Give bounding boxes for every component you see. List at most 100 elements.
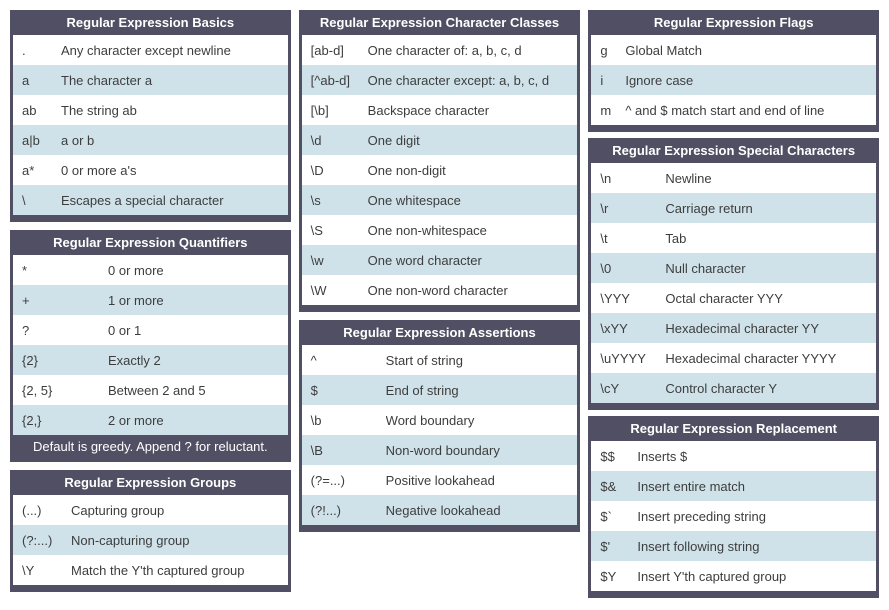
row-key: i <box>600 72 604 88</box>
row-key: \ <box>22 192 26 208</box>
row-desc: Control character Y <box>665 380 778 396</box>
row-key: \W <box>310 282 327 298</box>
row-key: [\b] <box>310 102 329 118</box>
character-classes-table: Regular Expression Character Classes [ab… <box>298 10 581 312</box>
row-desc: Null character <box>665 260 746 276</box>
row-key: g <box>600 42 608 58</box>
table-row: \w One word character <box>301 245 578 275</box>
groups-rows: (...) Capturing group (?:...) Non-captur… <box>13 495 288 585</box>
row-desc: Ignore case <box>625 72 694 88</box>
quantifiers-table: Regular Expression Quantifiers * 0 or mo… <box>10 230 291 462</box>
flags-table: Regular Expression Flags g Global Match … <box>588 10 879 132</box>
row-key: $& <box>600 478 617 494</box>
special-characters-table: Regular Expression Special Characters \n… <box>588 138 879 410</box>
row-key: (?!...) <box>310 502 342 518</box>
table-title: Regular Expression Character Classes <box>319 15 560 30</box>
table-row: . Any character except newline <box>13 35 288 65</box>
table-row: (?!...) Negative lookahead <box>301 495 578 525</box>
row-desc: One non-word character <box>367 282 508 298</box>
row-key: $$ <box>600 448 615 464</box>
table-row: \d One digit <box>301 125 578 155</box>
row-key: $ <box>310 382 318 398</box>
row-key: \xYY <box>600 320 628 336</box>
row-key: . <box>22 42 26 58</box>
row-key: \uYYYY <box>600 350 646 366</box>
row-key: {2, 5} <box>22 382 53 398</box>
row-desc: Inserts $ <box>637 448 688 464</box>
row-key: (...) <box>22 502 42 518</box>
table-row: + 1 or more <box>13 285 288 315</box>
row-desc: One non-digit <box>367 162 446 178</box>
table-row: {2} Exactly 2 <box>13 345 288 375</box>
table-row: \ Escapes a special character <box>13 185 288 215</box>
row-key: \B <box>310 442 323 458</box>
table-row: ab The string ab <box>13 95 288 125</box>
row-desc: The string ab <box>61 102 137 118</box>
row-key: a|b <box>22 132 40 148</box>
row-key: \t <box>600 230 608 246</box>
table-row: * 0 or more <box>13 255 288 285</box>
row-key: $' <box>600 538 611 554</box>
column-left: Regular Expression Basics . Any characte… <box>10 10 291 598</box>
row-key: \d <box>310 132 322 148</box>
row-desc: The character a <box>61 72 153 88</box>
table-row: \0 Null character <box>591 253 876 283</box>
table-row: g Global Match <box>591 35 876 65</box>
row-key: \b <box>310 412 322 428</box>
basics-rows: . Any character except newline a The cha… <box>13 35 288 215</box>
row-key: \S <box>310 222 323 238</box>
table-row: $ End of string <box>301 375 578 405</box>
row-key: \s <box>310 192 321 208</box>
row-desc: 0 or 1 <box>108 322 142 338</box>
table-row: $' Insert following string <box>591 531 876 561</box>
row-desc: Negative lookahead <box>385 502 501 518</box>
table-row: {2, 5} Between 2 and 5 <box>13 375 288 405</box>
table-title: Regular Expression Special Characters <box>612 143 856 158</box>
row-desc: Word boundary <box>385 412 475 428</box>
row-desc: Non-capturing group <box>71 532 190 548</box>
row-desc: Hexadecimal character YYYY <box>665 350 837 366</box>
table-row: \W One non-word character <box>301 275 578 305</box>
row-desc: Backspace character <box>367 102 490 118</box>
row-key: {2} <box>22 352 38 368</box>
row-desc: Octal character YYY <box>665 290 783 306</box>
row-key: a* <box>22 162 35 178</box>
row-desc: End of string <box>385 382 459 398</box>
row-key: (?=...) <box>310 472 345 488</box>
table-title: Regular Expression Basics <box>66 15 235 30</box>
replacement-rows: $$ Inserts $ $& Insert entire match $` I… <box>591 441 876 591</box>
row-desc: Start of string <box>385 352 463 368</box>
row-key: $Y <box>600 568 617 584</box>
row-desc: Global Match <box>625 42 702 58</box>
row-key: + <box>22 292 30 308</box>
row-desc: Insert following string <box>637 538 760 554</box>
table-row: [ab-d] One character of: a, b, c, d <box>301 35 578 65</box>
row-desc: Match the Y'th captured group <box>71 562 245 578</box>
table-row: [^ab-d] One character except: a, b, c, d <box>301 65 578 95</box>
row-key: \r <box>600 200 609 216</box>
row-desc: Newline <box>665 170 712 186</box>
row-desc: 0 or more <box>108 262 164 278</box>
row-desc: Non-word boundary <box>385 442 500 458</box>
row-key: a <box>22 72 30 88</box>
table-row: \n Newline <box>591 163 876 193</box>
row-key: $` <box>600 508 612 524</box>
row-key: ^ <box>310 352 317 368</box>
character-classes-rows: [ab-d] One character of: a, b, c, d [^ab… <box>301 35 578 305</box>
row-key: {2,} <box>22 412 42 428</box>
special-characters-rows: \n Newline \r Carriage return \t Tab \0 … <box>591 163 876 403</box>
table-row: [\b] Backspace character <box>301 95 578 125</box>
table-title: Regular Expression Replacement <box>630 421 837 436</box>
row-key: \YYY <box>600 290 630 306</box>
groups-table: Regular Expression Groups (...) Capturin… <box>10 470 291 592</box>
row-desc: Any character except newline <box>61 42 231 58</box>
assertions-rows: ^ Start of string $ End of string \b Wor… <box>301 345 578 525</box>
table-row: \r Carriage return <box>591 193 876 223</box>
row-key: m <box>600 102 612 118</box>
row-desc: 0 or more a's <box>61 162 137 178</box>
table-title: Regular Expression Flags <box>653 15 814 30</box>
table-row: (?:...) Non-capturing group <box>13 525 288 555</box>
row-key: (?:...) <box>22 532 53 548</box>
row-key: \Y <box>22 562 35 578</box>
